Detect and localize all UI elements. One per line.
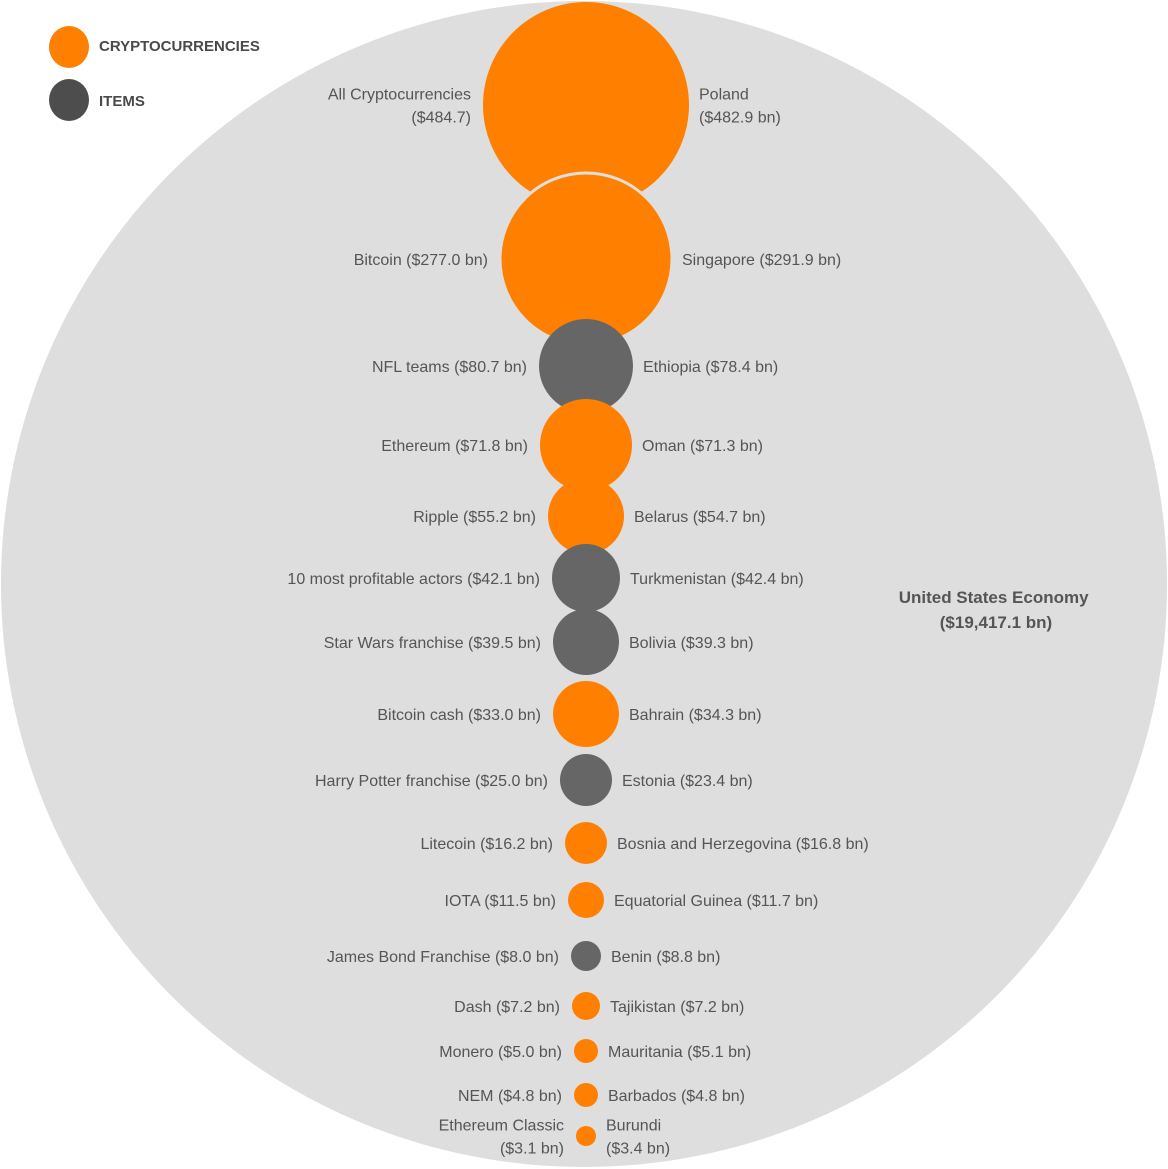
- bubble-label-line: Singapore ($291.9 bn): [682, 252, 841, 269]
- bubble-cryptocurrencies: [548, 478, 624, 554]
- bubble-label-right: Mauritania ($5.1 bn): [608, 1044, 751, 1061]
- us-economy-label-line: United States Economy: [899, 588, 1089, 607]
- bubble-label-left: IOTA ($11.5 bn): [445, 893, 556, 910]
- bubble-label-line: ($484.7): [411, 110, 471, 127]
- bubble-label-left: Bitcoin ($277.0 bn): [354, 252, 488, 269]
- bubble-label-line: Bosnia and Herzegovina ($16.8 bn): [617, 836, 869, 853]
- bubble-label-line: ($482.9 bn): [699, 110, 781, 127]
- bubble-cryptocurrencies: [568, 882, 604, 918]
- bubble-label-left: 10 most profitable actors ($42.1 bn): [287, 571, 540, 588]
- bubble-items: [571, 941, 601, 971]
- bubble-label-right: Oman ($71.3 bn): [642, 438, 763, 455]
- bubble-label-line: Equatorial Guinea ($11.7 bn): [614, 893, 818, 910]
- bubble-label-left: NEM ($4.8 bn): [458, 1088, 562, 1105]
- bubble-label-right: Ethiopia ($78.4 bn): [643, 359, 778, 376]
- bubble-label-line: Ethereum Classic: [439, 1118, 564, 1135]
- bubble-label-left: Harry Potter franchise ($25.0 bn): [315, 773, 548, 790]
- bubble-label-right: Poland ($482.9 bn): [699, 87, 781, 127]
- bubble-label-line: Monero ($5.0 bn): [439, 1044, 562, 1061]
- bubble-label-line: Poland: [699, 87, 749, 104]
- bubble-label-line: Burundi: [606, 1118, 661, 1135]
- bubble-label-line: Harry Potter franchise ($25.0 bn): [315, 773, 548, 790]
- bubble-label-left: Monero ($5.0 bn): [439, 1044, 562, 1061]
- bubble-label-left: All Cryptocurrencies ($484.7): [328, 87, 471, 127]
- bubble-label-left: Bitcoin cash ($33.0 bn): [377, 707, 541, 724]
- bubble-label-left: Dash ($7.2 bn): [454, 999, 560, 1016]
- bubble-label-line: Belarus ($54.7 bn): [634, 509, 766, 526]
- bubble-cryptocurrencies: [565, 822, 607, 864]
- bubble-label-right: Benin ($8.8 bn): [611, 949, 720, 966]
- bubble-cryptocurrencies: [540, 399, 632, 491]
- bubble-label-left: James Bond Franchise ($8.0 bn): [327, 949, 559, 966]
- bubble-label-line: Mauritania ($5.1 bn): [608, 1044, 751, 1061]
- bubble-label-line: Turkmenistan ($42.4 bn): [630, 571, 804, 588]
- bubble-items: [553, 609, 619, 675]
- bubble-cryptocurrencies: [483, 2, 689, 208]
- bubble-label-right: Belarus ($54.7 bn): [634, 509, 766, 526]
- legend-label-items: ITEMS: [99, 93, 145, 110]
- bubble-label-right: Burundi ($3.4 bn): [606, 1118, 670, 1158]
- legend-swatch-items: [49, 79, 89, 121]
- bubble-label-line: NEM ($4.8 bn): [458, 1088, 562, 1105]
- bubble-label-right: Bosnia and Herzegovina ($16.8 bn): [617, 836, 869, 853]
- bubble-cryptocurrencies: [574, 1039, 598, 1063]
- bubble-cryptocurrencies: [553, 681, 619, 747]
- bubble-label-line: Bitcoin cash ($33.0 bn): [377, 707, 541, 724]
- legend: CRYPTOCURRENCIES ITEMS: [49, 26, 260, 121]
- bubble-label-line: Oman ($71.3 bn): [642, 438, 763, 455]
- bubble-label-line: Bitcoin ($277.0 bn): [354, 252, 488, 269]
- bubble-label-left: Ethereum ($71.8 bn): [381, 438, 528, 455]
- bubble-label-line: Estonia ($23.4 bn): [622, 773, 753, 790]
- bubble-label-line: Tajikistan ($7.2 bn): [610, 999, 744, 1016]
- bubble-label-line: NFL teams ($80.7 bn): [372, 359, 527, 376]
- bubble-label-line: Benin ($8.8 bn): [611, 949, 720, 966]
- bubble-label-line: ($3.1 bn): [500, 1141, 564, 1158]
- bubble-label-right: Bolivia ($39.3 bn): [629, 635, 754, 652]
- bubble-label-line: Ethiopia ($78.4 bn): [643, 359, 778, 376]
- bubble-label-left: Litecoin ($16.2 bn): [420, 836, 553, 853]
- us-economy-value: ($19,417.1 bn): [940, 613, 1052, 632]
- bubbles-group: All Cryptocurrencies ($484.7) Poland ($482.…: [287, 2, 869, 1158]
- bubble-items: [552, 544, 620, 612]
- bubble-label-line: Bahrain ($34.3 bn): [629, 707, 762, 724]
- bubble-label-right: Estonia ($23.4 bn): [622, 773, 753, 790]
- bubble-label-line: IOTA ($11.5 bn): [445, 893, 556, 910]
- bubble-label-line: All Cryptocurrencies: [328, 87, 471, 104]
- bubble-label-right: Tajikistan ($7.2 bn): [610, 999, 744, 1016]
- bubble-label-right: Singapore ($291.9 bn): [682, 252, 841, 269]
- bubble-label-right: Bahrain ($34.3 bn): [629, 707, 762, 724]
- bubble-label-line: Bolivia ($39.3 bn): [629, 635, 754, 652]
- bubble-items: [560, 754, 612, 806]
- bubble-label-line: 10 most profitable actors ($42.1 bn): [287, 571, 540, 588]
- bubble-label-line: Dash ($7.2 bn): [454, 999, 560, 1016]
- us-economy-label: United States Economy ($19,417.1 bn): [899, 588, 1094, 632]
- bubble-label-line: ($3.4 bn): [606, 1141, 670, 1158]
- bubble-label-left: NFL teams ($80.7 bn): [372, 359, 527, 376]
- bubble-label-right: Turkmenistan ($42.4 bn): [630, 571, 804, 588]
- bubble-label-line: Star Wars franchise ($39.5 bn): [324, 635, 541, 652]
- bubble-cryptocurrencies: [574, 1083, 598, 1107]
- bubble-label-line: Barbados ($4.8 bn): [608, 1088, 745, 1105]
- bubble-label-line: James Bond Franchise ($8.0 bn): [327, 949, 559, 966]
- bubble-label-left: Ethereum Classic ($3.1 bn): [439, 1118, 564, 1158]
- bubble-label-left: Star Wars franchise ($39.5 bn): [324, 635, 541, 652]
- bubble-label-right: Barbados ($4.8 bn): [608, 1088, 745, 1105]
- legend-swatch-cryptocurrencies: [49, 26, 89, 68]
- bubble-label-line: Ripple ($55.2 bn): [413, 509, 536, 526]
- bubble-label-line: Litecoin ($16.2 bn): [420, 836, 553, 853]
- bubble-cryptocurrencies: [576, 1126, 596, 1146]
- legend-label-cryptocurrencies: CRYPTOCURRENCIES: [99, 38, 260, 55]
- bubble-items: [539, 319, 633, 413]
- bubble-label-left: Ripple ($55.2 bn): [413, 509, 536, 526]
- bubble-label-line: Ethereum ($71.8 bn): [381, 438, 528, 455]
- bubble-label-right: Equatorial Guinea ($11.7 bn): [614, 893, 818, 910]
- bubble-cryptocurrencies: [572, 992, 600, 1020]
